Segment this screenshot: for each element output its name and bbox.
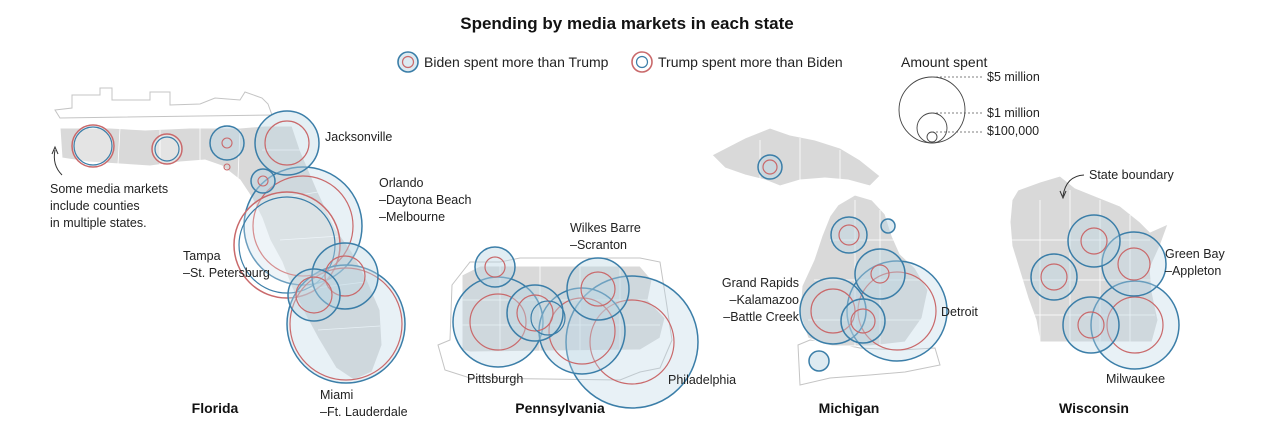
bubble-miami: [286, 264, 406, 384]
michigan-lower-peninsula: [799, 194, 929, 347]
size-label-100k: $100,000: [987, 124, 1039, 138]
michigan-map: [711, 127, 941, 386]
legend-biden-swatch: [397, 51, 419, 73]
bubble-flint: [854, 248, 906, 300]
chart-title: Spending by media markets in each state: [460, 14, 794, 33]
label-philadelphia: Philadelphia: [668, 373, 736, 387]
bubble-gainesville: [250, 168, 276, 194]
pennsylvania-labels: Wilkes Barre –Scranton Pittsburgh Philad…: [467, 221, 736, 416]
bubble-erie: [474, 246, 516, 288]
florida-labels: Jacksonville Orlando –Daytona Beach –Mel…: [50, 130, 471, 419]
label-note-1: Some media markets: [50, 182, 168, 196]
size-label-1m: $1 million: [987, 106, 1040, 120]
bubble-madison: [1062, 296, 1120, 354]
bubble-wilkes-barre: [566, 257, 630, 321]
label-detroit: Detroit: [941, 305, 978, 319]
bubble-la-crosse: [1030, 253, 1078, 301]
legend-trump-swatch: [631, 51, 653, 73]
bubble-marquette: [757, 154, 783, 180]
size-circle-1m: [916, 112, 948, 144]
bubble-lancaster: [530, 300, 566, 336]
label-grand-rapids-3: –Battle Creek: [723, 310, 799, 324]
size-legend-title: Amount spent: [901, 54, 987, 70]
bubble-johnstown: [506, 284, 564, 342]
label-wilkes-2: –Scranton: [570, 238, 627, 252]
bubble-south-bend: [808, 350, 830, 372]
state-label-michigan: Michigan: [819, 400, 880, 416]
florida-outline-neighbors: [54, 87, 273, 119]
bubble-tallahassee: [209, 125, 245, 161]
bubble-green-bay: [1101, 231, 1167, 297]
bubble-orlando: [243, 166, 363, 286]
size-circle-5m: [898, 76, 966, 144]
florida-bubbles: [71, 110, 406, 384]
bubble-alpena: [880, 218, 896, 234]
label-tampa-2: –St. Petersburg: [183, 266, 270, 280]
state-label-pennsylvania: Pennsylvania: [515, 400, 605, 416]
wisconsin-bubbles: [1030, 214, 1180, 370]
bubble-mobile-pensacola: [71, 124, 115, 168]
bubble-small: [223, 163, 231, 171]
bubble-traverse-city: [830, 216, 868, 254]
bubble-jacksonville: [254, 110, 320, 176]
bubble-west-palm: [311, 242, 379, 310]
label-tampa: Tampa: [183, 249, 221, 263]
michigan-bubbles: [757, 154, 948, 372]
michigan-upper-peninsula: [711, 127, 881, 187]
label-miami: Miami: [320, 388, 353, 402]
label-miami-2: –Ft. Lauderdale: [320, 405, 408, 419]
bubble-tampa: [233, 191, 341, 299]
label-note-3: in multiple states.: [50, 216, 147, 230]
bubble-lansing: [840, 298, 886, 344]
wisconsin-map: [1009, 175, 1169, 343]
wisconsin-labels: State boundary Green Bay –Appleton Milwa…: [1059, 168, 1225, 416]
label-orlando-3: –Melbourne: [379, 210, 445, 224]
bubble-philadelphia: [565, 275, 699, 409]
size-label-5m: $5 million: [987, 70, 1040, 84]
label-milwaukee: Milwaukee: [1106, 372, 1165, 386]
bubble-wausau: [1067, 214, 1121, 268]
florida-map: [54, 87, 383, 381]
bubble-detroit: [846, 260, 948, 362]
label-orlando-2: –Daytona Beach: [379, 193, 471, 207]
label-note-2: include counties: [50, 199, 140, 213]
pennsylvania-bubbles: [452, 246, 699, 409]
label-orlando: Orlando: [379, 176, 424, 190]
label-green-bay-2: –Appleton: [1165, 264, 1221, 278]
note-arrow: [53, 149, 63, 176]
state-boundary-arrow: [1062, 174, 1085, 197]
color-legend: Biden spent more than Trump Trump spent …: [397, 51, 843, 73]
label-green-bay: Green Bay: [1165, 247, 1226, 261]
bubble-grand-rapids: [799, 277, 867, 345]
legend-trump-label: Trump spent more than Biden: [658, 54, 843, 70]
label-wilkes: Wilkes Barre: [570, 221, 641, 235]
label-grand-rapids-2: –Kalamazoo: [730, 293, 800, 307]
legend-biden-label: Biden spent more than Trump: [424, 54, 609, 70]
bubble-panama-city: [151, 133, 183, 165]
state-label-wisconsin: Wisconsin: [1059, 400, 1129, 416]
label-jacksonville: Jacksonville: [325, 130, 392, 144]
state-label-florida: Florida: [192, 400, 239, 416]
florida-landmass: [59, 125, 383, 381]
label-grand-rapids: Grand Rapids: [722, 276, 799, 290]
size-legend: Amount spent $5 million $1 million $100,…: [898, 54, 1040, 144]
michigan-labels: Grand Rapids –Kalamazoo –Battle Creek De…: [722, 276, 978, 416]
label-pittsburgh: Pittsburgh: [467, 372, 523, 386]
bubble-milwaukee: [1090, 280, 1180, 370]
label-state-boundary: State boundary: [1089, 168, 1175, 182]
size-circle-100k: [926, 131, 938, 143]
